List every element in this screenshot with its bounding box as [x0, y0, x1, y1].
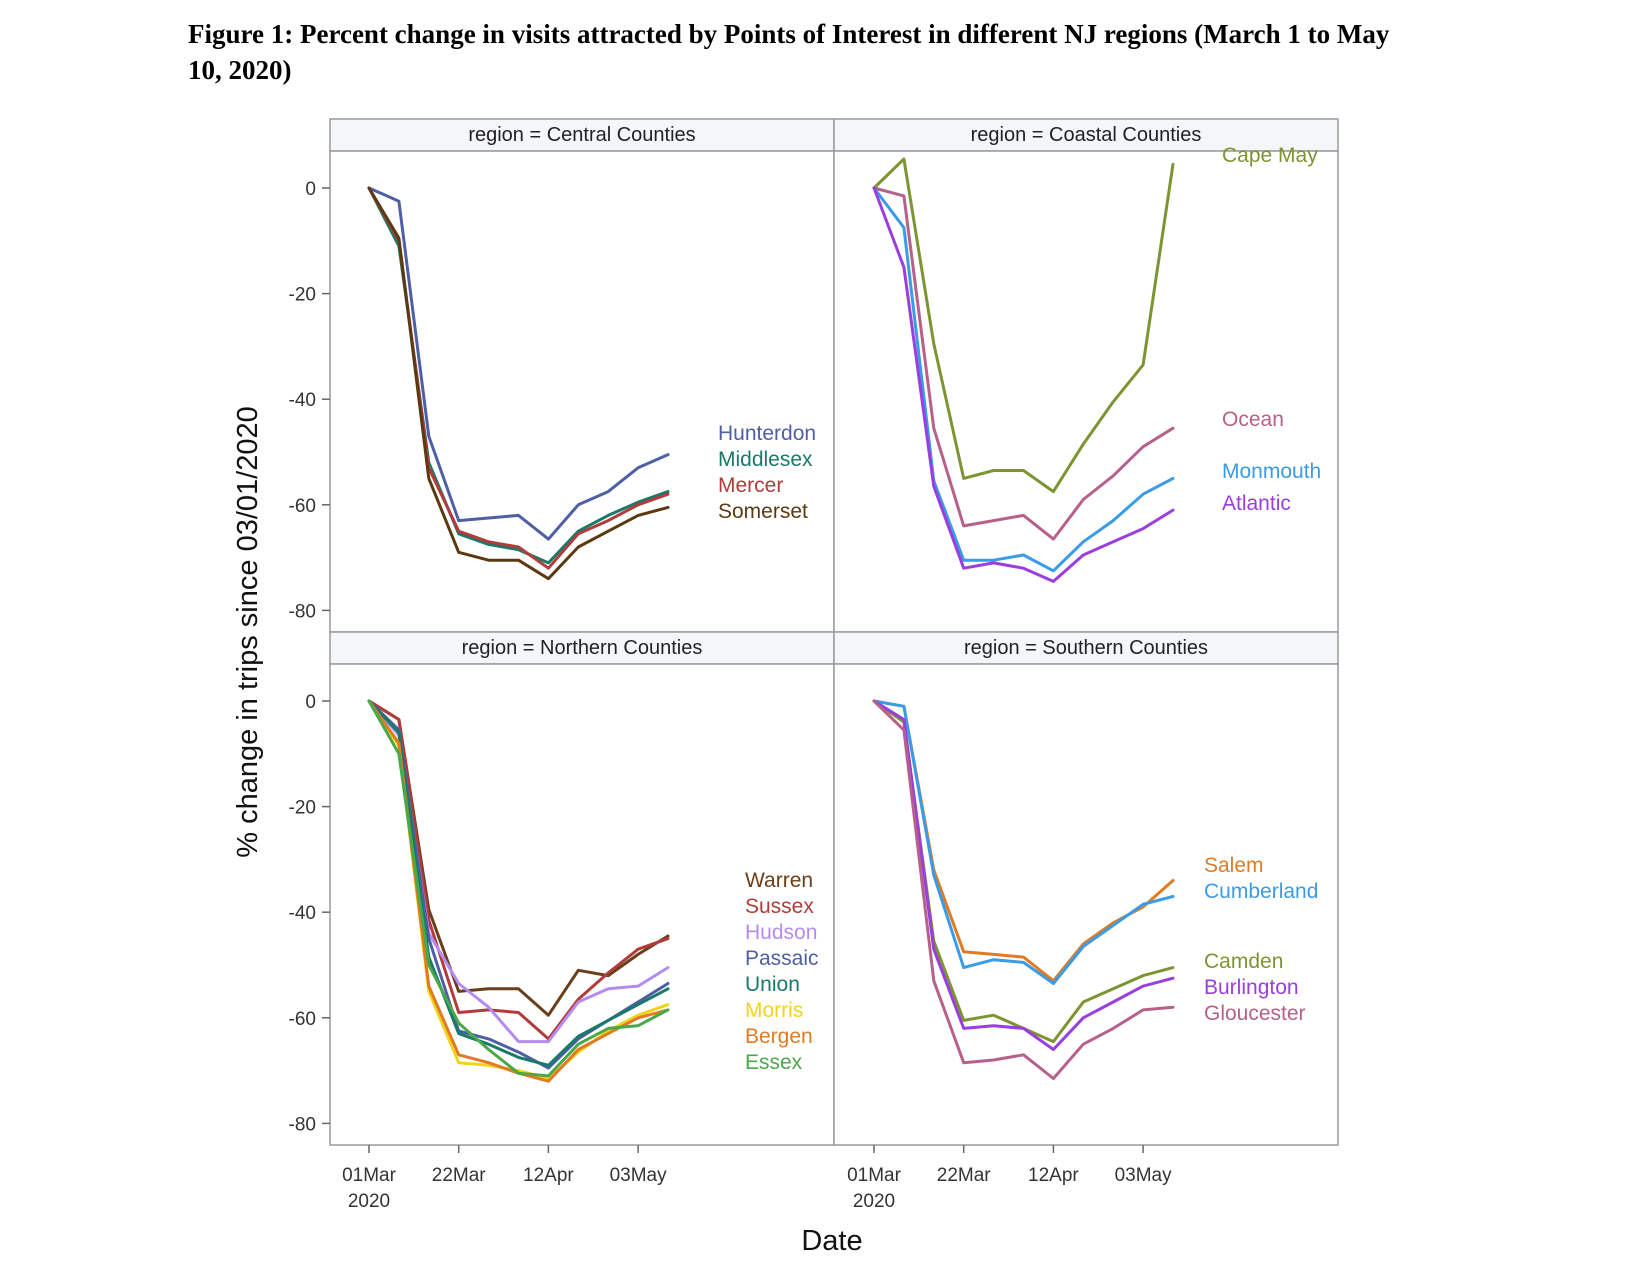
series-label: Hudson — [745, 921, 817, 944]
y-tick-label: 0 — [305, 179, 316, 200]
y-tick-label: -80 — [289, 1114, 316, 1135]
y-tick-label: -40 — [289, 390, 316, 411]
x-tick-year-label: 2020 — [853, 1191, 895, 1212]
x-tick-label: 22Mar — [432, 1165, 487, 1186]
series-line-cape-may — [872, 157, 1175, 494]
x-axis-title: Date — [801, 1225, 862, 1257]
y-tick-label: -40 — [289, 903, 316, 924]
panel-3: region = Northern Counties Warren Sussex Hu… — [329, 631, 835, 1146]
series-line-somerset — [367, 186, 670, 581]
panel-2: region = Coastal Counties Cape May Ocean Mo… — [833, 118, 1339, 633]
x-tick-label: 22Mar — [937, 1165, 992, 1186]
x-tick-label: 03May — [610, 1165, 668, 1186]
series-label: Salem — [1204, 854, 1264, 877]
series-label: Ocean — [1222, 408, 1284, 431]
series-label: Cape May — [1222, 144, 1318, 167]
x-tick-label: 01Mar — [342, 1165, 397, 1186]
y-tick-label: 0 — [305, 692, 316, 713]
series-label: Mercer — [718, 474, 783, 497]
series-line-ocean — [872, 186, 1175, 541]
series-label: Morris — [745, 999, 803, 1022]
plot-frame — [833, 663, 1339, 1146]
series-line-cumberland — [872, 699, 1175, 985]
y-axis-title: % change in trips since 03/01/2020 — [232, 406, 264, 857]
series-label: Cumberland — [1204, 880, 1318, 903]
x-tick-label: 12Apr — [1028, 1165, 1079, 1186]
series-label: Atlantic — [1222, 492, 1291, 515]
x-tick-label: 03May — [1115, 1165, 1173, 1186]
panel-1: region = Central Counties Hunterdon Middle… — [329, 118, 835, 633]
series-line-atlantic — [872, 186, 1175, 583]
series-label: Burlington — [1204, 976, 1299, 999]
panel-title: region = Southern Counties — [964, 637, 1208, 659]
x-tick-label: 12Apr — [523, 1165, 574, 1186]
series-label: Somerset — [718, 500, 808, 523]
axes-layer: 0 -20 -40 -60 -80 0 -20 -40 -60 -80 01Mar 2020 22Mar… — [289, 179, 1173, 1212]
plot-frame — [833, 150, 1339, 633]
series-label: Sussex — [745, 895, 814, 918]
plot-frame — [329, 150, 835, 633]
series-label: Camden — [1204, 950, 1283, 973]
series-label: Bergen — [745, 1025, 813, 1048]
series-label: Union — [745, 973, 800, 996]
series-label: Essex — [745, 1051, 803, 1074]
y-tick-label: -60 — [289, 496, 316, 517]
series-label: Gloucester — [1204, 1002, 1306, 1025]
y-tick-label: -80 — [289, 601, 316, 622]
series-line-monmouth — [872, 186, 1175, 573]
panel-title: region = Northern Counties — [462, 637, 703, 659]
series-label: Monmouth — [1222, 460, 1321, 483]
figure-title: Figure 1: Percent change in visits attra… — [188, 19, 1390, 85]
plot-frame — [329, 663, 835, 1146]
panel-strip — [833, 118, 1339, 152]
panel-title: region = Coastal Counties — [971, 124, 1202, 146]
series-line-hunterdon — [367, 186, 670, 541]
series-label: Hunterdon — [718, 422, 816, 445]
y-tick-label: -60 — [289, 1009, 316, 1030]
series-label: Passaic — [745, 947, 819, 970]
series-line-burlington — [872, 699, 1175, 1051]
panel-title: region = Central Counties — [468, 124, 695, 146]
y-tick-label: -20 — [289, 285, 316, 306]
x-tick-year-label: 2020 — [348, 1191, 390, 1212]
y-tick-label: -20 — [289, 798, 316, 819]
panels-layer: region = Central Counties Hunterdon Middle… — [329, 118, 1339, 1146]
series-label: Warren — [745, 869, 813, 892]
series-line-sussex — [367, 699, 670, 1041]
series-line-gloucester — [872, 699, 1175, 1080]
panel-4: region = Southern Counties Salem Cumberlan… — [833, 631, 1339, 1146]
panel-strip — [833, 631, 1339, 665]
x-tick-label: 01Mar — [847, 1165, 902, 1186]
series-line-essex — [367, 699, 670, 1078]
series-line-union — [367, 699, 670, 1067]
series-label: Middlesex — [718, 448, 813, 471]
